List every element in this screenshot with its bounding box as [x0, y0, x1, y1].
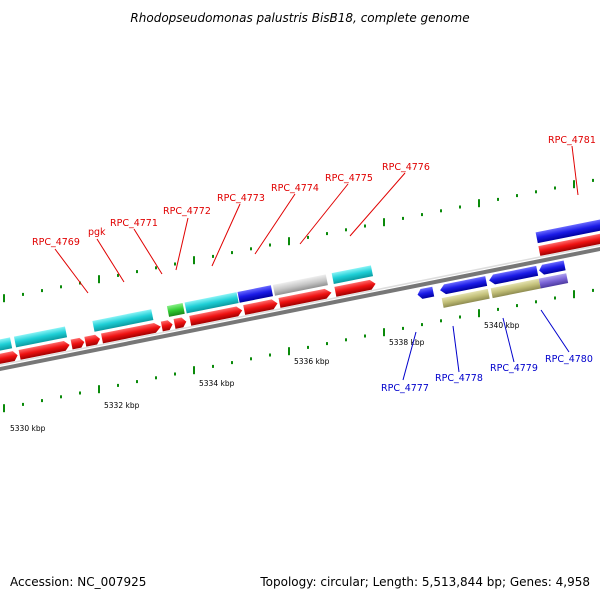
gene-red-8[interactable] [189, 306, 243, 326]
gene-rpc4780-blue[interactable] [538, 260, 566, 275]
gene-label-rpc4774[interactable]: RPC_4774 [271, 183, 319, 194]
gene-red-10[interactable] [278, 288, 332, 308]
genome-backbone-highlight [0, 244, 600, 366]
gene-rpc4769[interactable] [13, 326, 68, 348]
kbp-label-5340: 5340 kbp [484, 321, 520, 330]
gene-rpc4779-blue[interactable] [488, 265, 539, 285]
bottom-leader-lines [402, 309, 570, 381]
gene-label-rpc4777[interactable]: RPC_4777 [381, 383, 429, 394]
gene-rpc4781[interactable] [535, 219, 600, 244]
gene-label-rpc4771[interactable]: RPC_4771 [110, 218, 158, 229]
gene-label-rpc4773[interactable]: RPC_4773 [217, 193, 265, 204]
gene-label-rpc4776[interactable]: RPC_4776 [382, 162, 430, 173]
gene-label-rpc4775[interactable]: RPC_4775 [325, 173, 373, 184]
gene-rpc4779-khaki[interactable] [490, 278, 541, 299]
gene-label-rpc4781[interactable]: RPC_4781 [548, 135, 596, 146]
gene-red-2[interactable] [18, 340, 71, 360]
gene-rpc4776[interactable] [331, 265, 374, 284]
gene-rpc4777[interactable] [417, 286, 435, 300]
kbp-label-5330: 5330 kbp [10, 424, 46, 433]
gene-red-5[interactable] [101, 322, 162, 344]
gene-rpc4775[interactable] [272, 274, 328, 296]
accession-text: Accession: NC_007925 [10, 575, 146, 589]
gene-label-rpc4779[interactable]: RPC_4779 [490, 363, 538, 374]
gene-red-11[interactable] [334, 279, 376, 297]
gene-label-rpc4772[interactable]: RPC_4772 [163, 206, 211, 217]
gene-red-4[interactable] [84, 334, 101, 347]
scale-ticks [3, 178, 594, 413]
gene-red-6[interactable] [160, 319, 174, 332]
kbp-label-5332: 5332 kbp [104, 401, 140, 410]
kbp-label-5336: 5336 kbp [294, 357, 330, 366]
gene-red-9[interactable] [243, 298, 278, 315]
top-leader-lines [54, 145, 579, 294]
gene-label-rpc4778[interactable]: RPC_4778 [435, 373, 483, 384]
topology-text: Topology: circular; Length: 5,513,844 bp… [259, 575, 590, 589]
kbp-label-5334: 5334 kbp [199, 379, 235, 388]
gene-label-rpc4769[interactable]: RPC_4769 [32, 237, 80, 248]
genome-backbone [0, 246, 600, 372]
gene-label-pgk[interactable]: pgk [88, 227, 106, 238]
feature-track [0, 219, 600, 367]
gene-rpc4768[interactable] [0, 337, 13, 354]
kbp-label-5338: 5338 kbp [389, 338, 425, 347]
gene-rpc4778-khaki[interactable] [441, 288, 490, 308]
gene-red-12[interactable] [538, 232, 600, 256]
gene-red-3[interactable] [70, 337, 86, 350]
map-title: Rhodopseudomonas palustris BisB18, compl… [130, 11, 469, 25]
gene-label-rpc4780[interactable]: RPC_4780 [545, 354, 593, 365]
gene-pgk[interactable] [92, 309, 154, 332]
gene-red-7[interactable] [173, 317, 188, 329]
gene-rpc4772[interactable] [166, 302, 185, 317]
gene-rpc4778-blue[interactable] [439, 276, 488, 295]
gene-rpc4773[interactable] [184, 292, 239, 314]
gene-rpc4780-purple[interactable] [538, 273, 569, 289]
gene-rpc4774[interactable] [237, 285, 274, 303]
gene-red-1[interactable] [0, 350, 19, 367]
